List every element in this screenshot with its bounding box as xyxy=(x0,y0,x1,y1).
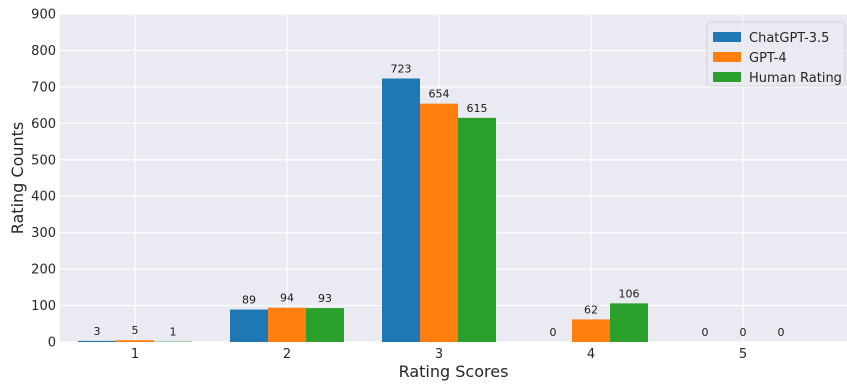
data-label: 106 xyxy=(619,287,640,300)
bars xyxy=(78,78,648,343)
y-tick-label: 300 xyxy=(31,226,56,241)
x-axis-ticks: 1 2 3 4 5 xyxy=(131,347,747,362)
bar xyxy=(116,340,154,342)
data-label: 0 xyxy=(740,326,747,339)
legend-frame xyxy=(706,21,846,87)
x-axis-title: Rating Scores xyxy=(399,362,509,381)
y-tick-label: 700 xyxy=(31,80,56,95)
bar xyxy=(230,309,268,342)
data-label: 0 xyxy=(778,326,785,339)
legend-swatch xyxy=(713,32,741,42)
data-label: 89 xyxy=(242,294,256,307)
bar xyxy=(458,117,496,342)
legend-label: Human Rating xyxy=(749,71,842,86)
y-tick-label: 500 xyxy=(31,153,56,168)
y-axis-ticks: 0 100 200 300 400 500 600 700 800 900 xyxy=(31,8,56,351)
data-label: 94 xyxy=(280,292,294,305)
y-tick-label: 600 xyxy=(31,117,56,132)
data-label: 0 xyxy=(550,326,557,339)
x-tick-label: 5 xyxy=(739,347,747,362)
data-labels: 3 89 723 0 0 5 94 654 62 0 1 93 615 106 0 xyxy=(94,63,785,339)
data-label: 3 xyxy=(94,325,101,338)
y-tick-label: 100 xyxy=(31,299,56,314)
bar xyxy=(382,78,420,343)
bar xyxy=(610,303,648,342)
data-label: 654 xyxy=(429,88,450,101)
y-tick-label: 400 xyxy=(31,190,56,205)
legend: ChatGPT-3.5 GPT-4 Human Rating xyxy=(706,21,846,87)
data-label: 615 xyxy=(467,102,488,115)
y-tick-label: 200 xyxy=(31,263,56,278)
y-tick-label: 0 xyxy=(48,336,56,351)
y-tick-label: 800 xyxy=(31,44,56,59)
data-label: 1 xyxy=(170,326,177,339)
legend-label: GPT-4 xyxy=(749,51,787,66)
data-label: 62 xyxy=(584,303,598,316)
data-label: 93 xyxy=(318,292,332,305)
x-tick-label: 1 xyxy=(131,347,139,362)
x-tick-label: 4 xyxy=(587,347,595,362)
legend-swatch xyxy=(713,72,741,82)
data-label: 0 xyxy=(702,326,709,339)
y-tick-label: 900 xyxy=(31,8,56,23)
bar xyxy=(420,103,458,342)
data-label: 723 xyxy=(391,63,412,76)
bar xyxy=(268,307,306,342)
legend-label: ChatGPT-3.5 xyxy=(749,31,829,46)
x-tick-label: 2 xyxy=(283,347,291,362)
bar xyxy=(572,319,610,342)
bar xyxy=(306,308,344,342)
legend-swatch xyxy=(713,52,741,62)
data-label: 5 xyxy=(132,324,139,337)
y-axis-title: Rating Counts xyxy=(8,122,27,235)
x-tick-label: 3 xyxy=(435,347,443,362)
bar xyxy=(78,340,116,342)
